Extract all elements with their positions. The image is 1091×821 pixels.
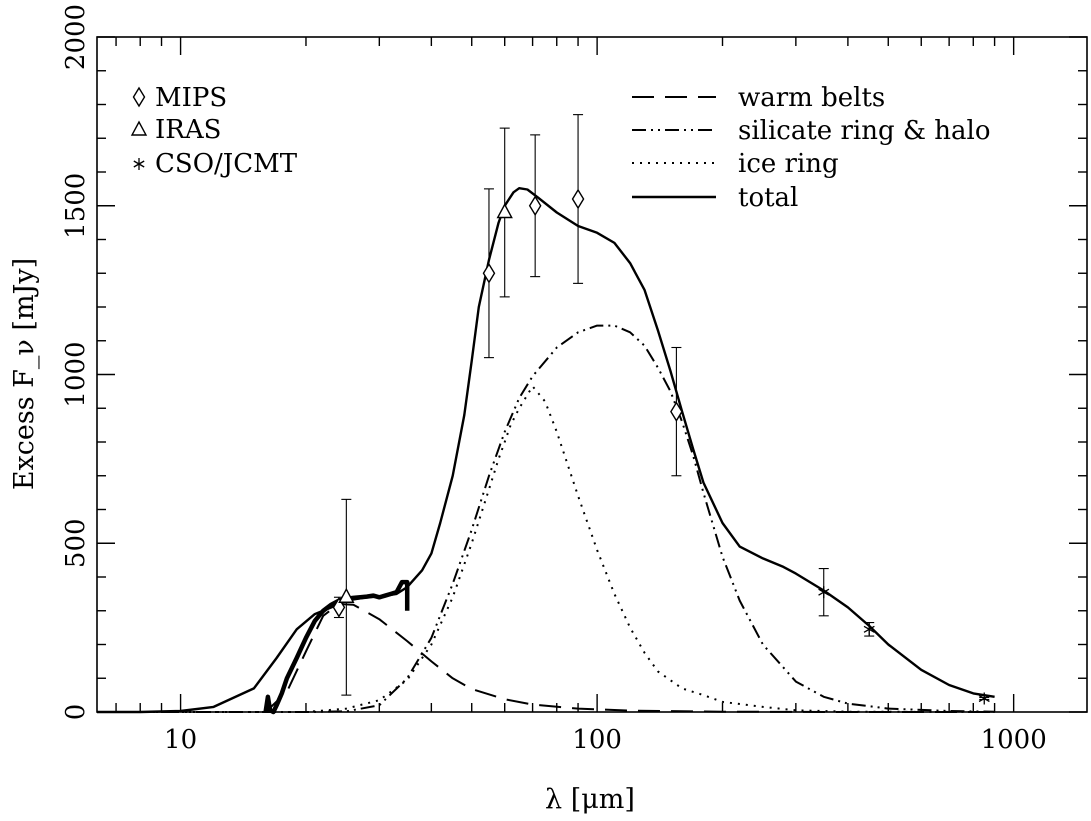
axis-ticks bbox=[97, 36, 1087, 713]
y-tick-label: 1500 bbox=[61, 173, 91, 239]
y-axis-title: Excess F_ν [mJy] bbox=[9, 258, 40, 490]
data-point-iras bbox=[338, 587, 355, 603]
legend-label-total: total bbox=[738, 183, 798, 213]
legend-label-cso-jcmt: CSO/JCMT bbox=[155, 149, 298, 179]
data-point-mips bbox=[482, 262, 496, 284]
series-legend: warm belts silicate ring & halo ice ring… bbox=[632, 83, 990, 213]
legend-label-iras: IRAS bbox=[155, 115, 221, 145]
x-tick-label: 100 bbox=[572, 725, 622, 755]
data-point-iras bbox=[496, 203, 513, 219]
legend-label-silicate-ring-halo: silicate ring & halo bbox=[738, 116, 990, 146]
legend-symbol-mips bbox=[132, 86, 146, 108]
legend-symbol-cso-jcmt bbox=[133, 158, 145, 170]
data-point-mips bbox=[571, 188, 585, 210]
legend-marker-cso-jcmt bbox=[133, 158, 145, 170]
data-point-mips bbox=[670, 401, 683, 422]
legend-label-mips: MIPS bbox=[155, 83, 227, 113]
y-tick-label: 0 bbox=[61, 704, 91, 721]
data-point-cso-jcmt bbox=[818, 586, 830, 599]
legend-label-ice-ring: ice ring bbox=[738, 149, 839, 179]
x-tick-label: 1000 bbox=[981, 725, 1047, 755]
x-tick-label: 10 bbox=[164, 725, 197, 755]
data-point-cso-jcmt bbox=[863, 623, 875, 636]
y-tick-label: 1000 bbox=[61, 341, 91, 407]
model-curves bbox=[97, 187, 995, 715]
data-point-cso-jcmt bbox=[978, 692, 990, 705]
observations bbox=[332, 114, 990, 705]
series-line-warm-belts bbox=[264, 603, 995, 713]
data-point-mips bbox=[528, 195, 542, 217]
y-tick-label: 2000 bbox=[61, 4, 91, 70]
instrument-legend: MIPS IRAS CSO/JCMT bbox=[130, 83, 298, 179]
legend-label-warm-belts: warm belts bbox=[738, 83, 885, 113]
legend-marker-mips bbox=[132, 86, 146, 108]
x-axis-title: λ [μm] bbox=[545, 784, 635, 815]
legend-marker-iras bbox=[130, 120, 148, 136]
legend-symbol-iras bbox=[130, 120, 148, 136]
series-line-ice-ring bbox=[97, 385, 995, 713]
series-line-silicate-ring-halo bbox=[97, 324, 995, 713]
axis-tick-labels: 10 100 1000 0 500 1000 1500 2000 bbox=[61, 4, 1047, 755]
y-tick-label: 500 bbox=[61, 518, 91, 568]
series-line-total bbox=[97, 187, 995, 714]
